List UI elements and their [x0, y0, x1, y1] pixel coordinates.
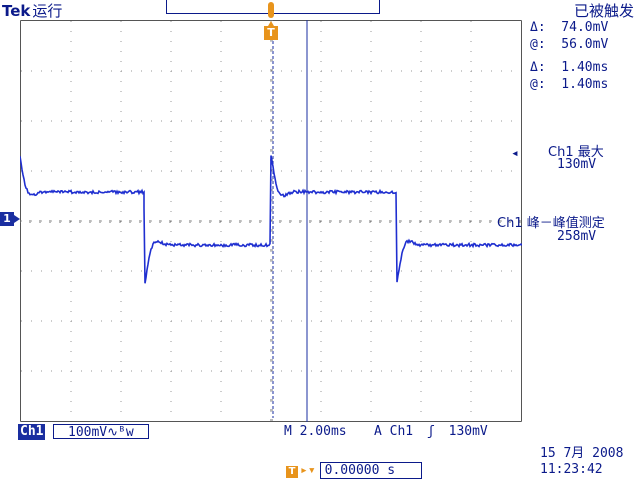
brand-logo: Tek [2, 2, 30, 20]
cursor-delta-voltage: Δ: 74.0mV [530, 20, 608, 35]
date-label: 15 7月 2008 [540, 446, 623, 462]
graticule [20, 20, 522, 422]
ch1-waveform [20, 156, 522, 284]
trigger-level: 130mV [449, 424, 488, 439]
trigger-offset-arrow: ▸▾ [300, 463, 316, 478]
trigger-info[interactable]: A Ch1 ʃ 130mV [374, 424, 488, 440]
time-label: 11:23:42 [540, 462, 623, 478]
volts-value: 100mV [68, 425, 107, 440]
cursor-delta-time: Δ: 1.40ms [530, 60, 608, 75]
datetime: 15 7月 2008 11:23:42 [540, 446, 623, 478]
trigger-status: 已被触发 [574, 0, 634, 21]
trigger-position-value: 0.00000 s [320, 462, 422, 479]
brand-label: Tek 运行 [2, 0, 62, 21]
trigger-position: T ▸▾ 0.00000 s [286, 462, 422, 479]
cursor-at-time: @: 1.40ms [530, 77, 608, 92]
cursor-at-voltage: @: 56.0mV [530, 37, 608, 52]
volts-per-div[interactable]: 100mV∿ᴮw [53, 424, 149, 439]
measure-arrow-icon: ◂ [511, 146, 519, 161]
trigger-source: A Ch1 [374, 424, 413, 439]
timebase[interactable]: M 2.00ms [284, 424, 347, 440]
trigger-position-indicator[interactable] [268, 2, 274, 18]
run-state: 运行 [32, 2, 62, 20]
trigger-offset-icon: T [286, 466, 298, 478]
ch1-ground-marker: 1 [0, 212, 14, 226]
trigger-point-marker: T [264, 26, 278, 40]
measure1-value: 130mV [557, 157, 596, 172]
measure2-value: 258mV [557, 229, 596, 244]
channel-badge[interactable]: Ch1 [18, 424, 45, 440]
trigger-slope-icon: ʃ [427, 424, 435, 439]
status-bar: Ch1 100mV∿ᴮw M 2.00ms A Ch1 ʃ 130mV [18, 424, 524, 441]
bandwidth-limit-icon: ∿ᴮw [107, 425, 134, 440]
